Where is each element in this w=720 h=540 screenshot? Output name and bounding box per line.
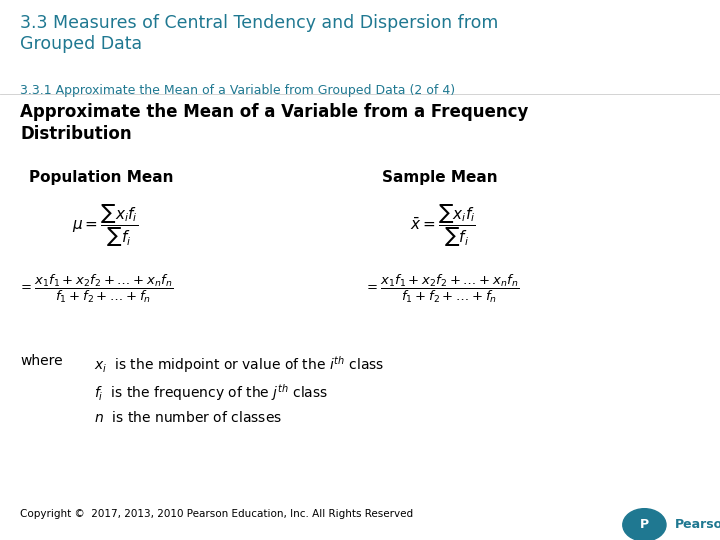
Text: $n$  is the number of classes: $n$ is the number of classes [94, 410, 282, 425]
Text: $x_i$  is the midpoint or value of the $i^{th}$ class: $x_i$ is the midpoint or value of the $i… [94, 354, 384, 375]
Text: 3.3.1 Approximate the Mean of a Variable from Grouped Data (2 of 4): 3.3.1 Approximate the Mean of a Variable… [20, 84, 455, 97]
Text: $\mu = \dfrac{\sum x_i f_i}{\sum f_i}$: $\mu = \dfrac{\sum x_i f_i}{\sum f_i}$ [72, 202, 138, 249]
Text: $f_i$  is the frequency of the $j^{th}$ class: $f_i$ is the frequency of the $j^{th}$ c… [94, 382, 328, 403]
Text: Approximate the Mean of a Variable from a Frequency
Distribution: Approximate the Mean of a Variable from … [20, 103, 528, 143]
Text: $= \dfrac{x_1 f_1 + x_2 f_2 + \ldots + x_n f_n}{f_1 + f_2 + \ldots + f_n}$: $= \dfrac{x_1 f_1 + x_2 f_2 + \ldots + x… [364, 273, 519, 305]
Text: 3.3 Measures of Central Tendency and Dispersion from
Grouped Data: 3.3 Measures of Central Tendency and Dis… [20, 14, 498, 53]
Text: Sample Mean: Sample Mean [382, 170, 498, 185]
Text: Copyright ©  2017, 2013, 2010 Pearson Education, Inc. All Rights Reserved: Copyright © 2017, 2013, 2010 Pearson Edu… [20, 509, 413, 519]
Text: Pearson: Pearson [675, 518, 720, 531]
Text: $= \dfrac{x_1 f_1 + x_2 f_2 + \ldots + x_n f_n}{f_1 + f_2 + \ldots + f_n}$: $= \dfrac{x_1 f_1 + x_2 f_2 + \ldots + x… [18, 273, 174, 305]
Text: where: where [20, 354, 63, 368]
Text: Population Mean: Population Mean [29, 170, 174, 185]
Text: $\bar{x} = \dfrac{\sum x_i f_i}{\sum f_i}$: $\bar{x} = \dfrac{\sum x_i f_i}{\sum f_i… [410, 202, 477, 249]
Text: P: P [640, 518, 649, 531]
Circle shape [623, 509, 666, 540]
